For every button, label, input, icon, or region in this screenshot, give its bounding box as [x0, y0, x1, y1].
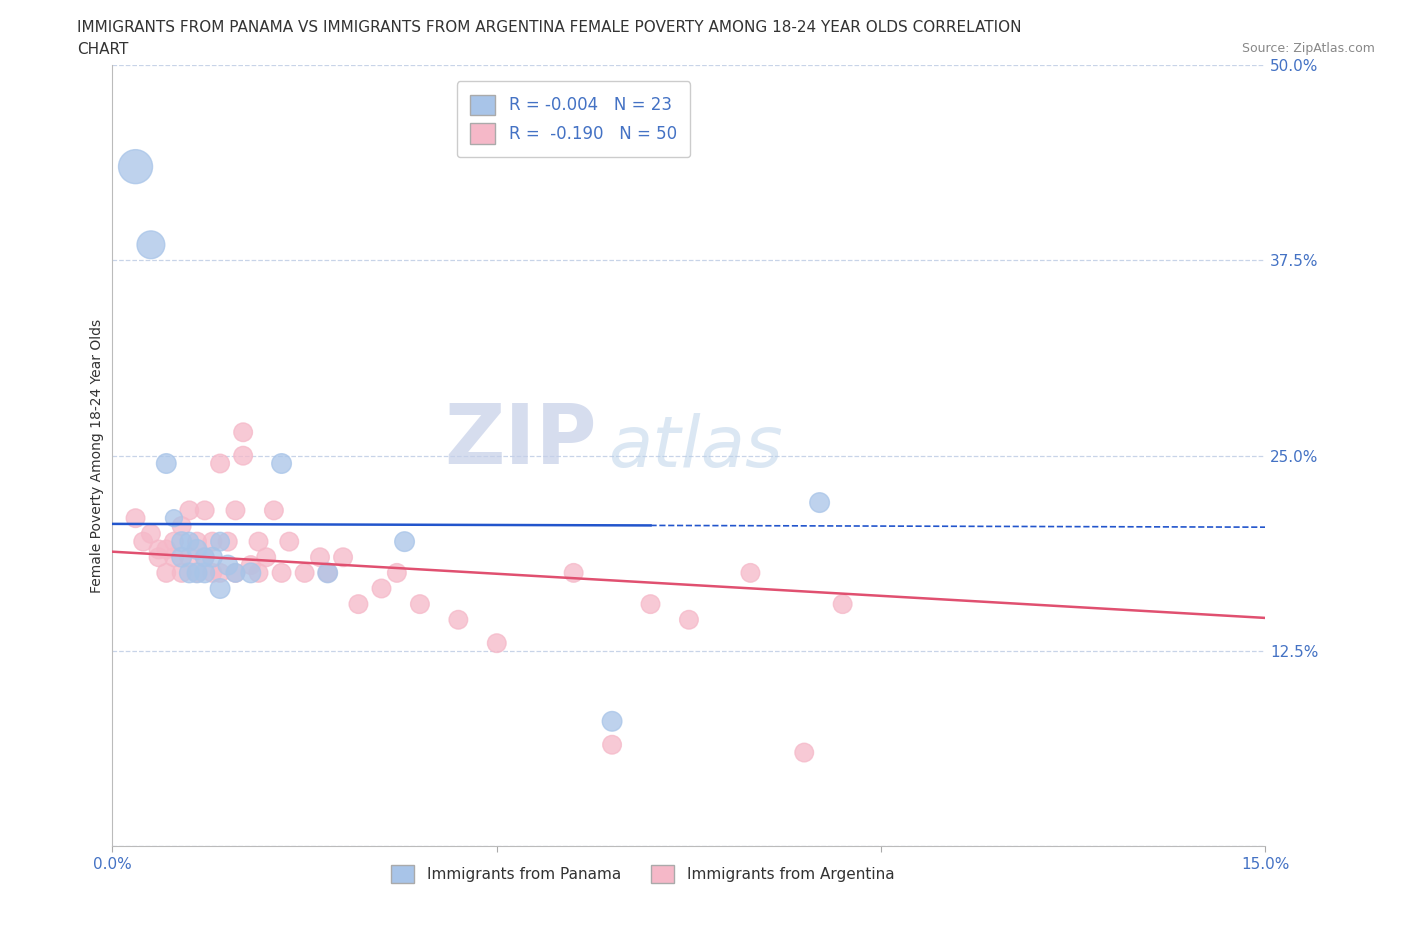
Legend: Immigrants from Panama, Immigrants from Argentina: Immigrants from Panama, Immigrants from …: [385, 858, 900, 889]
Point: [808, 495, 831, 510]
Y-axis label: Female Poverty Among 18-24 Year Olds: Female Poverty Among 18-24 Year Olds: [90, 319, 104, 592]
Point: [247, 534, 270, 549]
Point: [194, 503, 217, 518]
Point: [278, 534, 301, 549]
Point: [170, 519, 193, 534]
Point: [201, 565, 224, 580]
Point: [186, 565, 208, 580]
Point: [640, 597, 662, 612]
Point: [485, 636, 508, 651]
Point: [562, 565, 585, 580]
Point: [148, 550, 170, 565]
Text: IMMIGRANTS FROM PANAMA VS IMMIGRANTS FROM ARGENTINA FEMALE POVERTY AMONG 18-24 Y: IMMIGRANTS FROM PANAMA VS IMMIGRANTS FRO…: [77, 20, 1022, 35]
Point: [209, 534, 232, 549]
Point: [600, 737, 623, 752]
Point: [232, 448, 254, 463]
Point: [209, 565, 232, 580]
Point: [179, 534, 201, 549]
Text: Source: ZipAtlas.com: Source: ZipAtlas.com: [1241, 42, 1375, 55]
Point: [347, 597, 370, 612]
Point: [194, 550, 217, 565]
Point: [209, 581, 232, 596]
Point: [224, 565, 246, 580]
Point: [139, 526, 162, 541]
Text: ZIP: ZIP: [444, 400, 596, 481]
Point: [224, 503, 246, 518]
Point: [678, 612, 700, 627]
Point: [163, 550, 186, 565]
Point: [179, 503, 201, 518]
Point: [201, 534, 224, 549]
Point: [316, 565, 339, 580]
Point: [232, 425, 254, 440]
Point: [263, 503, 285, 518]
Point: [186, 565, 208, 580]
Point: [254, 550, 277, 565]
Point: [163, 511, 186, 525]
Point: [124, 511, 146, 525]
Point: [155, 542, 177, 557]
Point: [385, 565, 408, 580]
Point: [170, 565, 193, 580]
Point: [831, 597, 853, 612]
Point: [740, 565, 762, 580]
Point: [247, 565, 270, 580]
Point: [309, 550, 332, 565]
Point: [194, 550, 217, 565]
Point: [217, 534, 239, 549]
Point: [179, 565, 201, 580]
Text: CHART: CHART: [77, 42, 129, 57]
Point: [124, 159, 146, 174]
Point: [132, 534, 155, 549]
Point: [194, 565, 217, 580]
Point: [224, 565, 246, 580]
Point: [170, 550, 193, 565]
Point: [201, 550, 224, 565]
Point: [148, 542, 170, 557]
Point: [270, 456, 292, 471]
Point: [139, 237, 162, 252]
Point: [170, 534, 193, 549]
Point: [394, 534, 416, 549]
Point: [270, 565, 292, 580]
Point: [316, 565, 339, 580]
Point: [179, 550, 201, 565]
Point: [793, 745, 815, 760]
Point: [447, 612, 470, 627]
Point: [155, 565, 177, 580]
Point: [239, 558, 262, 573]
Point: [186, 542, 208, 557]
Point: [409, 597, 432, 612]
Point: [209, 456, 232, 471]
Point: [155, 456, 177, 471]
Point: [370, 581, 392, 596]
Point: [239, 565, 262, 580]
Point: [186, 534, 208, 549]
Point: [163, 534, 186, 549]
Point: [332, 550, 354, 565]
Text: atlas: atlas: [609, 414, 783, 483]
Point: [217, 558, 239, 573]
Point: [294, 565, 316, 580]
Point: [600, 714, 623, 729]
